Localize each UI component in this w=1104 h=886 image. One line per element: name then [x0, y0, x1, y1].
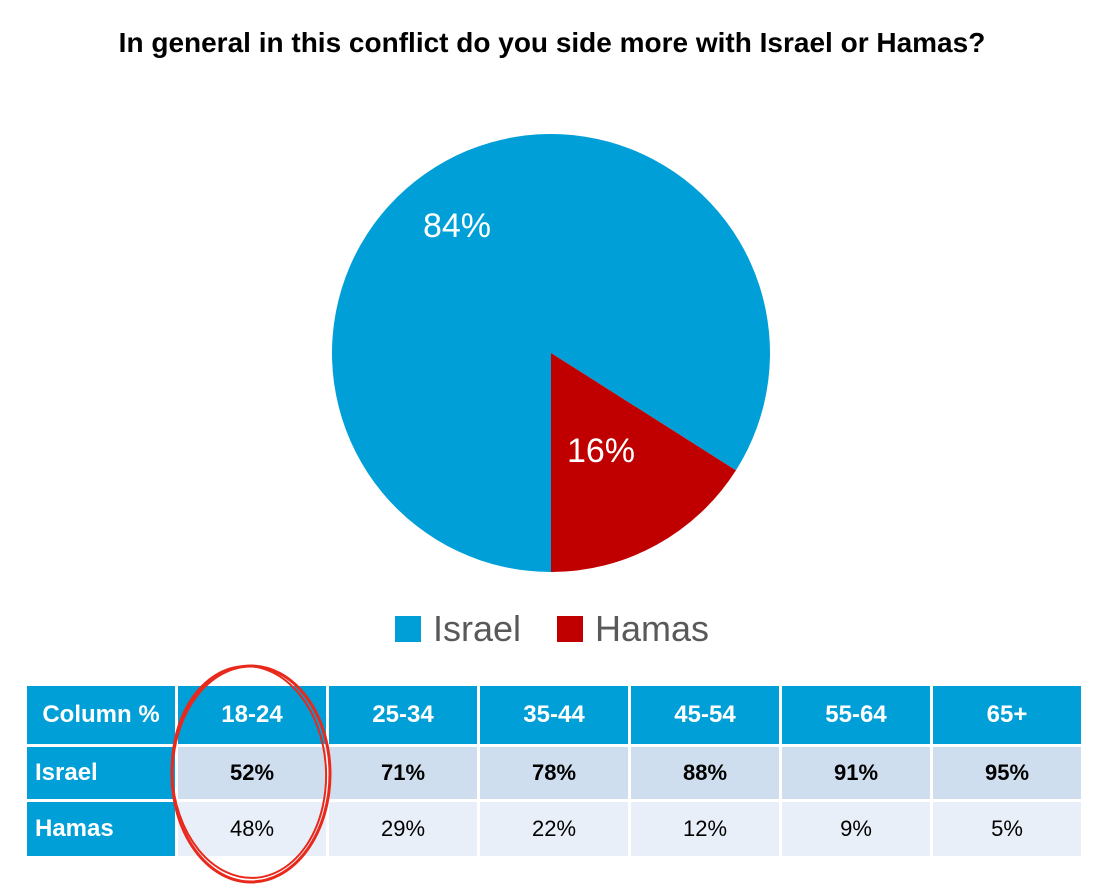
table-cell: 88% — [631, 747, 779, 799]
table-cell: 22% — [480, 802, 628, 856]
legend-label-israel: Israel — [432, 608, 521, 649]
column-header-45-54: 45-54 — [631, 686, 779, 744]
column-header-25-34: 25-34 — [329, 686, 477, 744]
table-header-row: Column % 18-24 25-34 35-44 45-54 55-64 6… — [27, 686, 1081, 744]
pie-chart: 84% 16% — [332, 133, 771, 572]
table-cell: 78% — [480, 747, 628, 799]
table-cell: 12% — [631, 802, 779, 856]
row-header-hamas: Hamas — [27, 802, 175, 856]
legend-item-israel: Israel — [394, 608, 521, 650]
table-cell: 9% — [782, 802, 930, 856]
table-corner-label: Column % — [27, 686, 175, 744]
table-cell: 5% — [933, 802, 1081, 856]
column-header-55-64: 55-64 — [782, 686, 930, 744]
legend: Israel Hamas — [0, 608, 1104, 650]
table-cell: 95% — [933, 747, 1081, 799]
legend-swatch-hamas — [557, 616, 583, 642]
row-header-israel: Israel — [27, 747, 175, 799]
table-cell: 48% — [178, 802, 326, 856]
column-header-65-plus: 65+ — [933, 686, 1081, 744]
table-cell: 52% — [178, 747, 326, 799]
table-row-israel: Israel 52% 71% 78% 88% 91% 95% — [27, 747, 1081, 799]
age-breakdown-table: Column % 18-24 25-34 35-44 45-54 55-64 6… — [24, 683, 1084, 859]
table-cell: 91% — [782, 747, 930, 799]
data-label-israel: 84% — [423, 207, 491, 245]
legend-label-hamas: Hamas — [595, 608, 710, 649]
data-label-hamas: 16% — [567, 432, 635, 470]
table-cell: 71% — [329, 747, 477, 799]
table-row-hamas: Hamas 48% 29% 22% 12% 9% 5% — [27, 802, 1081, 856]
pie-slice-hamas — [551, 353, 736, 572]
column-header-18-24: 18-24 — [178, 686, 326, 744]
legend-item-hamas: Hamas — [557, 608, 709, 650]
column-header-35-44: 35-44 — [480, 686, 628, 744]
legend-swatch-israel — [394, 616, 421, 642]
table-cell: 29% — [329, 802, 477, 856]
chart-title: In general in this conflict do you side … — [118, 27, 986, 58]
